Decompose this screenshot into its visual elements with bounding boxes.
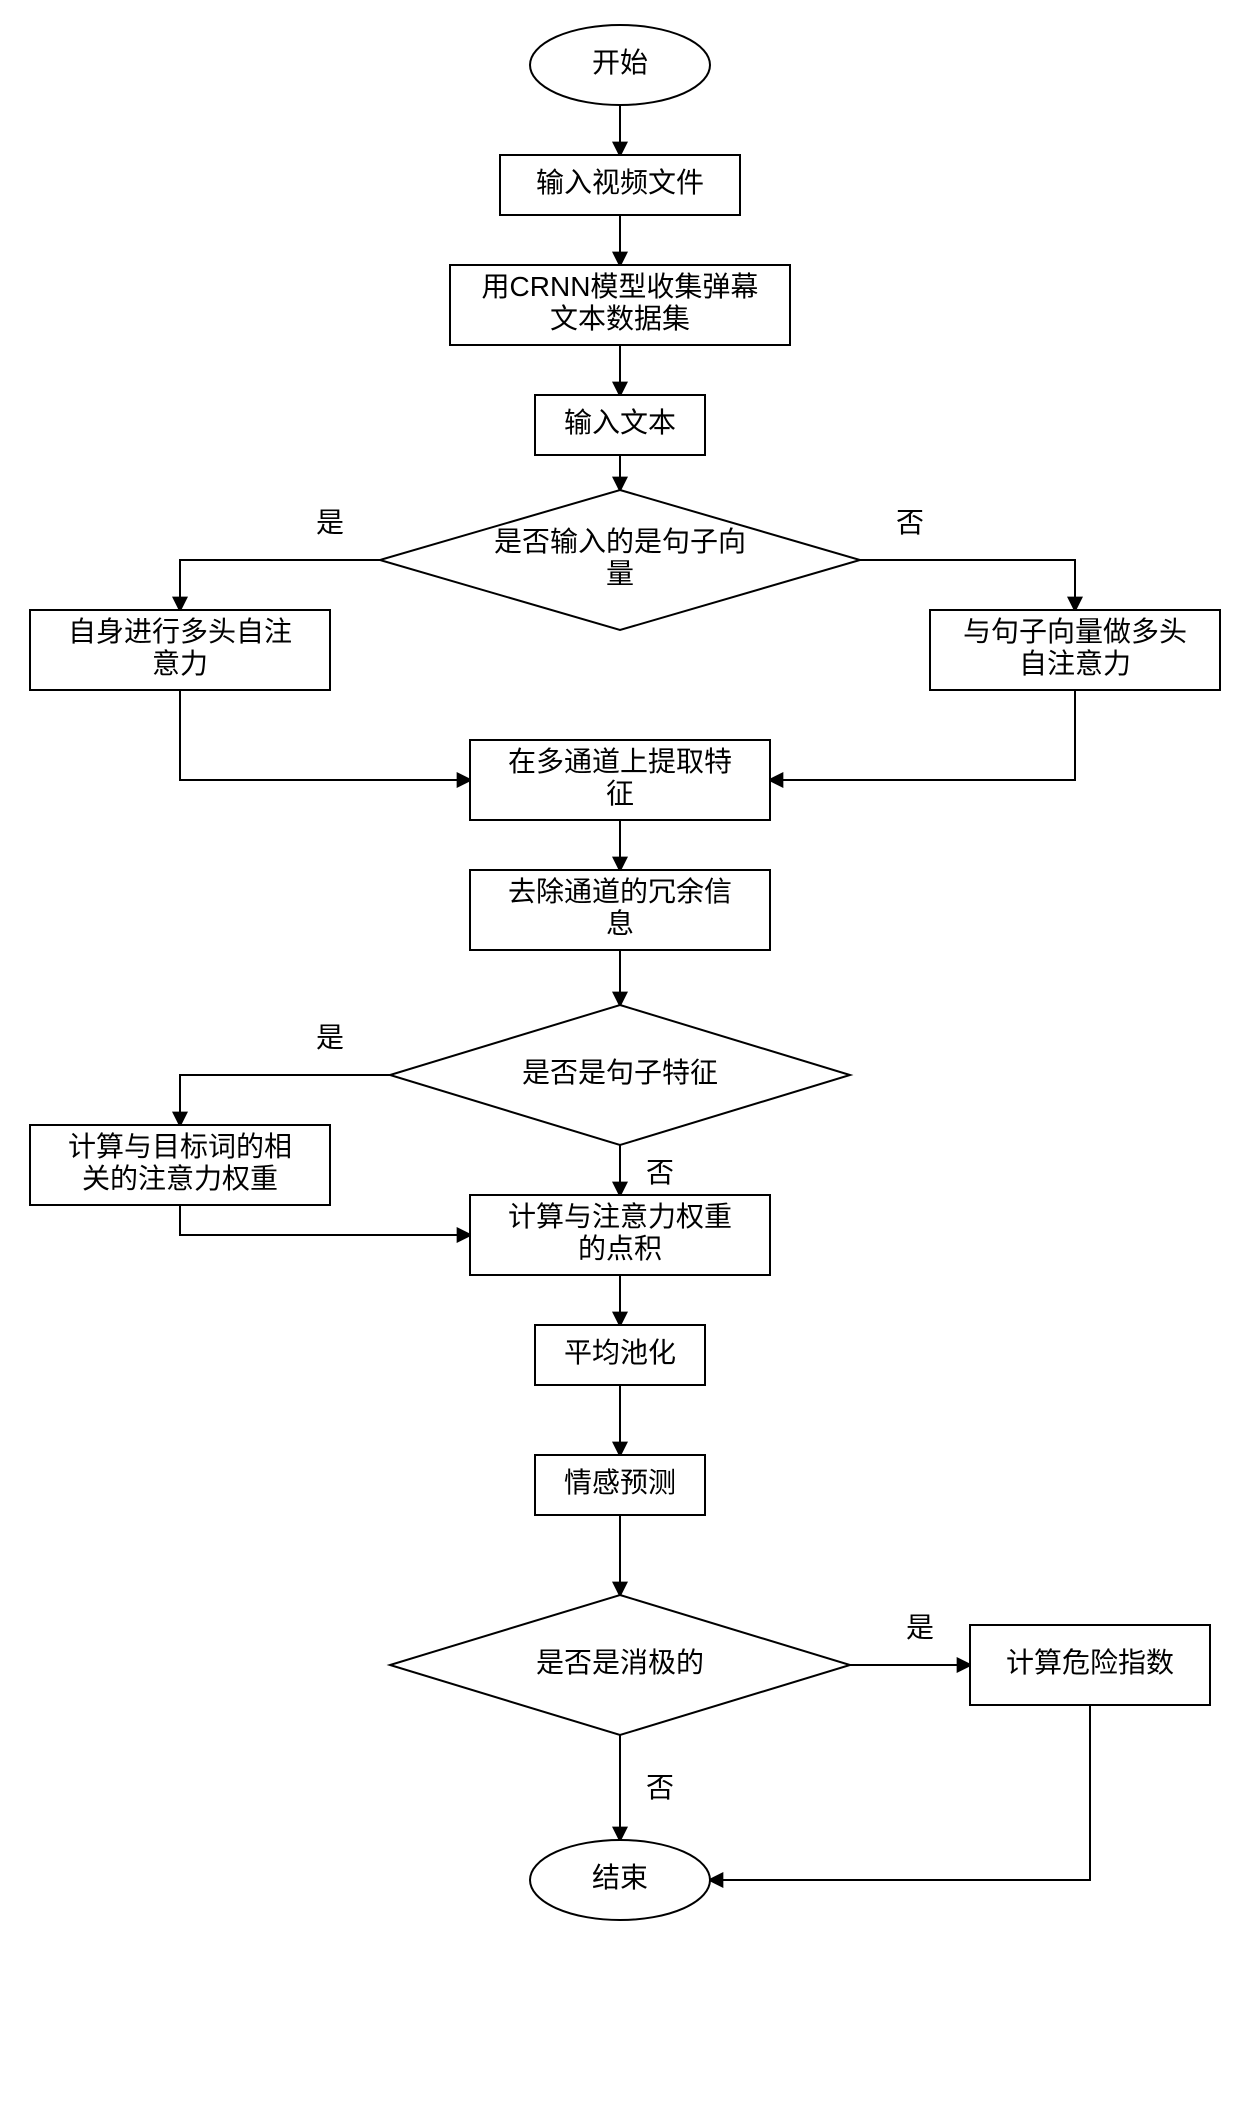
node-label-n3: 输入文本 — [564, 407, 676, 438]
edge-n7l-n8 — [180, 1205, 470, 1235]
flowchart-svg: 是否是否是否开始输入视频文件用CRNN模型收集弹幕文本数据集输入文本是否输入的是… — [0, 0, 1240, 2113]
node-label-n11r: 计算危险指数 — [1006, 1647, 1174, 1678]
node-label-n1: 输入视频文件 — [536, 167, 704, 198]
edge-n4r-n5 — [770, 690, 1075, 780]
node-label-d3: 是否是消极的 — [536, 1647, 704, 1678]
node-label-d2: 是否是句子特征 — [522, 1057, 718, 1088]
node-label-start: 开始 — [592, 47, 648, 78]
edge-n11r-end — [710, 1705, 1090, 1880]
edge-d2-n7l — [180, 1075, 390, 1125]
node-label-n10: 情感预测 — [564, 1467, 676, 1498]
edge-label-d3-n11r: 是 — [906, 1612, 934, 1643]
edge-label-d1-n4r: 否 — [896, 507, 924, 538]
edge-label-d2-n7l: 是 — [316, 1022, 344, 1053]
node-label-end: 结束 — [592, 1862, 648, 1893]
edge-label-d3-end: 否 — [646, 1772, 674, 1803]
edge-n4l-n5 — [180, 690, 470, 780]
edge-label-d1-n4l: 是 — [316, 507, 344, 538]
node-label-n9: 平均池化 — [564, 1337, 676, 1368]
edge-d1-n4l — [180, 560, 380, 610]
node-label-n7l: 计算与目标词的相关的注意力权重 — [68, 1131, 292, 1194]
edge-label-d2-n8: 否 — [646, 1157, 674, 1188]
edge-d1-n4r — [860, 560, 1075, 610]
